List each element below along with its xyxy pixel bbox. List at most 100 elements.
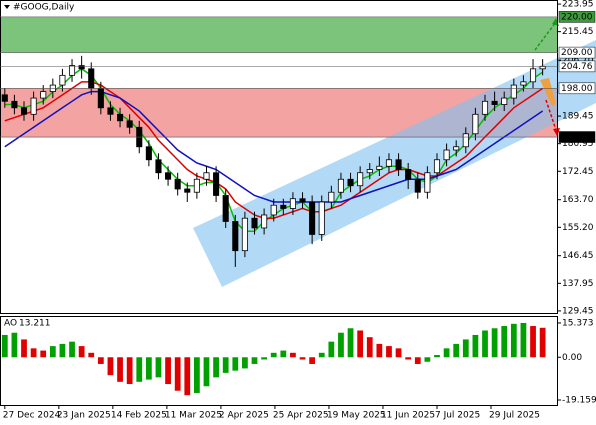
candle-body — [414, 178, 421, 193]
ao-bar — [49, 346, 56, 358]
ao-bar — [299, 357, 306, 360]
ao-bar — [318, 352, 325, 358]
candle-body — [289, 198, 296, 209]
ao-bar — [88, 352, 95, 358]
candle-body — [30, 97, 37, 115]
y-tick-label: 129.45 — [562, 306, 594, 316]
ao-bar — [434, 355, 440, 358]
candle-body — [491, 100, 498, 105]
ao-bar — [424, 357, 431, 362]
candle-body — [20, 107, 28, 115]
candle-body — [318, 201, 325, 235]
candle-body — [97, 87, 104, 109]
ao-bar — [395, 348, 402, 358]
candle-body — [222, 195, 229, 222]
candle-body — [1, 94, 8, 102]
ao-bar — [453, 343, 460, 358]
menu-icon[interactable] — [4, 5, 10, 9]
candle-body — [376, 165, 383, 170]
candle-body — [347, 178, 354, 187]
level-label: 220.00 — [561, 12, 593, 22]
ao-bar — [11, 332, 18, 358]
ao-bar — [501, 326, 508, 358]
candle-body — [232, 221, 239, 252]
candle-body — [68, 65, 76, 76]
ao-bar — [59, 343, 66, 358]
candle-body — [251, 217, 258, 229]
candle-body — [539, 65, 546, 70]
y-tick-label: 0.00 — [562, 353, 582, 363]
x-tick-label: 11 Mar 2025 — [165, 411, 222, 421]
candle-body — [501, 97, 508, 105]
main-frame — [0, 0, 558, 314]
ao-bar — [242, 357, 248, 369]
zone — [0, 16, 558, 53]
candle-body — [433, 159, 441, 174]
y-tick-label: 206.70 — [562, 56, 594, 66]
candle-body — [59, 74, 66, 86]
level-label: 198.00 — [561, 84, 593, 94]
plot — [1, 55, 546, 267]
ao-bar — [232, 357, 239, 371]
x-tick-label: 19 May 2025 — [327, 411, 386, 421]
candle-body — [145, 146, 152, 161]
chart-title: #GOOG,Daily — [13, 3, 75, 13]
x-tick-label: 23 Jan 2025 — [57, 411, 111, 421]
x-tick-label: 11 Jun 2025 — [381, 411, 435, 421]
down-arrow-head — [553, 128, 560, 136]
candle-body — [213, 172, 220, 196]
ao-bar — [328, 341, 335, 358]
candle-body — [529, 68, 537, 83]
ao-bar — [213, 357, 219, 378]
ao-bar — [261, 357, 267, 360]
y-tick-label: 15.373 — [562, 318, 594, 328]
ao-bar — [126, 357, 133, 385]
candle-body — [193, 178, 200, 193]
ao-bar — [1, 334, 8, 358]
ao-bar — [366, 337, 373, 358]
ao-bar — [145, 357, 152, 380]
candle-body — [395, 159, 402, 170]
ao-bar — [117, 357, 123, 382]
ao-bar — [357, 330, 364, 358]
candle-body — [88, 68, 95, 89]
candle-body — [520, 81, 527, 86]
ao-bar — [21, 339, 27, 358]
y-tick-label: 146.45 — [562, 251, 594, 261]
candle-body — [270, 204, 277, 216]
ao-bar — [520, 322, 527, 358]
candle-body — [366, 169, 373, 174]
candle-body — [107, 107, 114, 115]
candle-body — [184, 188, 191, 193]
candle-body — [155, 159, 162, 174]
candle-body — [299, 198, 306, 203]
level-box — [558, 82, 596, 95]
ao-bar — [510, 323, 517, 358]
candle-body — [117, 113, 124, 122]
ao-bar — [30, 348, 37, 358]
ao-bar — [443, 348, 450, 358]
candle-body — [261, 214, 268, 229]
level-label: 204.76 — [561, 62, 593, 72]
level-box — [558, 46, 596, 59]
up-arrow — [534, 21, 557, 51]
ao-bar — [472, 334, 479, 358]
ao-bar — [184, 357, 191, 396]
ao-bar — [222, 357, 229, 373]
candle-body — [453, 146, 460, 151]
y-tick-label: 163.70 — [562, 195, 594, 205]
orange-arrow — [540, 78, 556, 106]
candle-body — [510, 84, 517, 99]
x-tick-label: 2 Apr 2025 — [219, 411, 269, 421]
x-tick-label: 25 Apr 2025 — [273, 411, 329, 421]
ao-bar — [97, 357, 104, 364]
candle-body — [309, 201, 316, 235]
y-tick-label: 137.95 — [562, 279, 594, 289]
ao-bar — [136, 357, 143, 382]
ao-bar — [338, 332, 344, 358]
ao-bar — [290, 352, 296, 358]
x-tick-label: 27 Dec 2024 — [3, 411, 61, 421]
y-tick-label: 180.95 — [562, 139, 594, 149]
indicator-name: AO — [4, 319, 17, 329]
